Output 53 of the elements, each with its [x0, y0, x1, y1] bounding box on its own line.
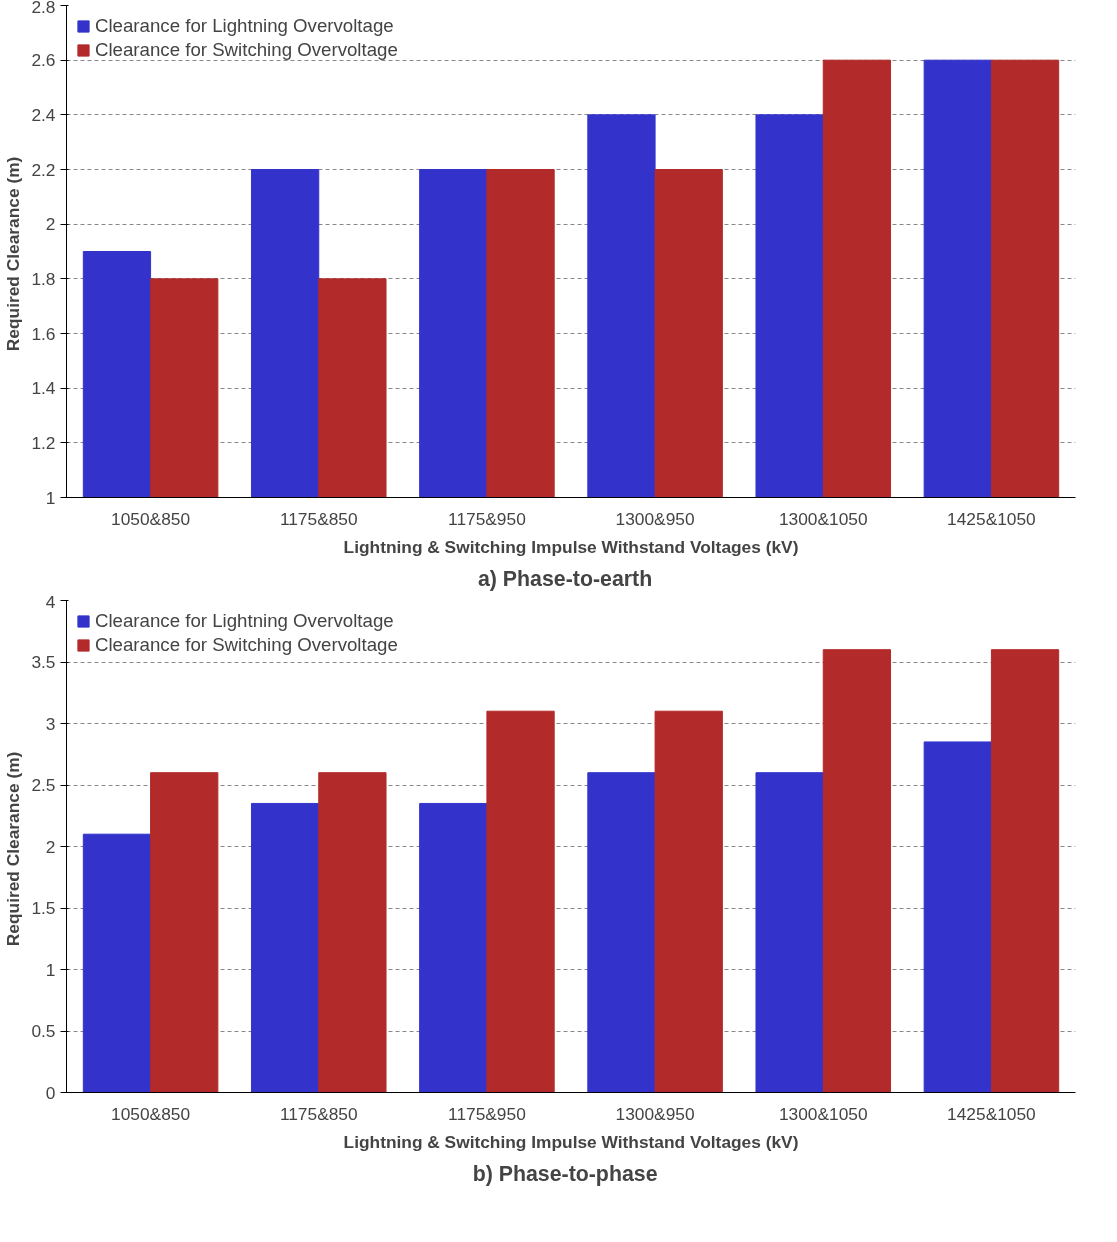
bar	[923, 741, 992, 1093]
x-tick-label: 1175&950	[448, 1103, 526, 1124]
bar	[419, 802, 488, 1093]
bar	[318, 772, 387, 1093]
x-axis-title: Lightning & Switching Impulse Withstand Voltages (kV)	[343, 536, 799, 557]
bar	[82, 833, 152, 1093]
bar	[822, 649, 892, 1093]
bar	[654, 710, 723, 1093]
y-tick-label: 1.5	[31, 898, 56, 918]
y-tick-label: 2.8	[31, 0, 56, 17]
y-tick-label: 2.2	[31, 159, 56, 180]
y-axis-title: Required Clearance (m)	[3, 751, 24, 947]
bar	[250, 802, 320, 1093]
x-tick-label: 1050&850	[111, 1103, 191, 1124]
bar	[755, 772, 824, 1093]
y-tick-label: 2	[45, 214, 56, 235]
x-tick-label: 1425&1050	[947, 1103, 1036, 1124]
x-tick-label: 1175&950	[448, 508, 526, 529]
bar	[486, 710, 555, 1093]
y-axis-title: Required Clearance (m)	[3, 156, 24, 352]
legend-label: Clearance for Lightning Overvoltage	[95, 610, 394, 632]
y-tick-label: 2	[45, 836, 56, 857]
bar	[990, 649, 1060, 1093]
legend-label: Clearance for Switching Overvoltage	[95, 39, 398, 61]
bar	[150, 772, 219, 1093]
x-tick-label: 1300&1050	[778, 508, 868, 529]
x-axis-title: Lightning & Switching Impulse Withstand Voltages (kV)	[343, 1131, 799, 1152]
x-tick-label: 1300&1050	[778, 1103, 868, 1124]
y-tick-label: 2.4	[31, 104, 56, 125]
y-tick-label: 2.5	[31, 775, 56, 795]
y-tick-label: 3.5	[31, 652, 56, 672]
bar	[587, 772, 656, 1093]
x-tick-label: 1300&950	[615, 508, 695, 529]
y-tick-label: 4	[45, 591, 56, 612]
legend-label: Clearance for Lightning Overvoltage	[95, 15, 394, 37]
x-tick-label: 1175&850	[279, 508, 358, 529]
y-tick-label: 3	[45, 713, 56, 734]
y-tick-label: 0	[45, 1082, 56, 1103]
y-tick-label: 1.2	[31, 432, 56, 453]
text: b) Phase-to-phase	[472, 1161, 658, 1186]
legend-label: Clearance for Switching Overvoltage	[95, 634, 398, 656]
y-tick-label: 1.8	[31, 268, 56, 289]
y-tick-label: 1	[45, 959, 56, 980]
x-tick-label: 1300&950	[615, 1103, 695, 1124]
y-tick-label: 1.6	[31, 323, 56, 344]
x-tick-label: 1050&850	[111, 508, 191, 529]
text: a) Phase-to-earth	[477, 566, 653, 591]
x-tick-label: 1175&850	[279, 1103, 358, 1124]
y-tick-label: 1.4	[31, 378, 56, 399]
y-tick-label: 0.5	[31, 1021, 56, 1041]
y-tick-label: 1	[45, 487, 56, 508]
y-tick-label: 2.6	[31, 50, 56, 71]
x-tick-label: 1425&1050	[947, 508, 1036, 529]
